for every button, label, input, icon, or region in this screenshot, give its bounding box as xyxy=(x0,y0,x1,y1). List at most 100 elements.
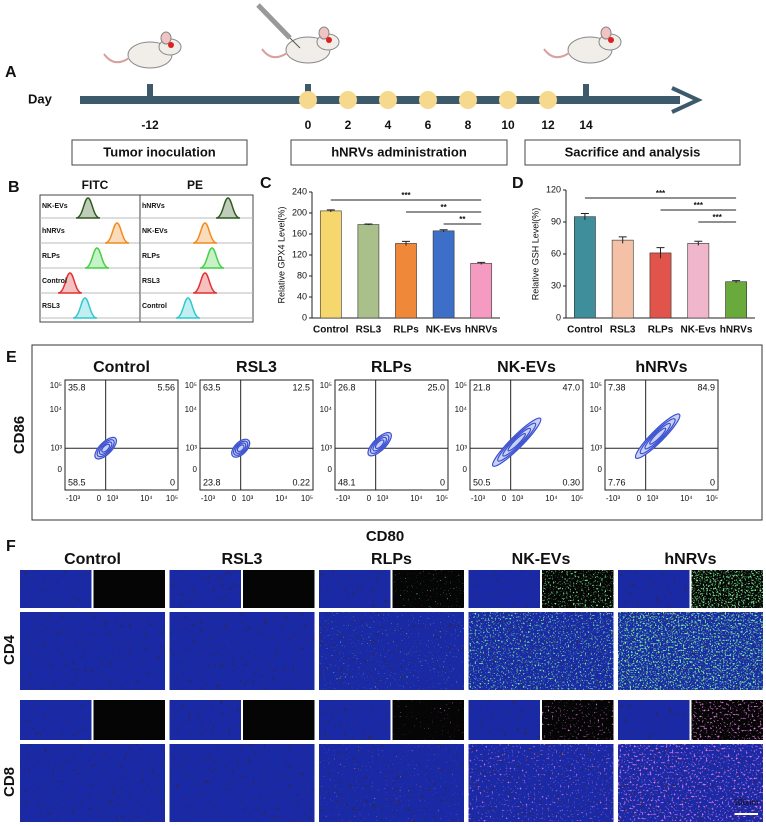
row-label: Control xyxy=(42,278,67,285)
contour xyxy=(649,427,667,445)
micrograph-texture xyxy=(20,612,165,690)
micrograph xyxy=(93,700,165,740)
x-tick-label: 10³ xyxy=(377,494,389,503)
plot-title: hNRVs xyxy=(635,359,687,376)
quadrant-value: 26.8 xyxy=(338,382,356,392)
x-tick-label: -10³ xyxy=(336,494,351,503)
dose-dot xyxy=(419,91,437,109)
micrograph-signal xyxy=(618,744,763,822)
column-title: RLPs xyxy=(371,551,412,568)
y-tick-label: 40 xyxy=(297,291,307,301)
micrograph-signal xyxy=(691,700,763,740)
error-bar xyxy=(694,240,703,246)
error-bar xyxy=(656,247,665,259)
y-tick-label: 240 xyxy=(292,186,307,196)
micrograph xyxy=(93,570,165,608)
micrograph xyxy=(243,570,315,608)
day-label: 14 xyxy=(579,118,593,132)
scale-bar-label: 100μm xyxy=(734,798,759,807)
histogram-peak xyxy=(192,272,218,294)
histogram-peak xyxy=(104,222,130,244)
bar xyxy=(395,243,417,319)
row-label: RLPs xyxy=(42,253,60,260)
micrograph-signal xyxy=(468,744,614,822)
quadrant-value: 35.8 xyxy=(68,382,86,392)
y-tick-label: 10⁴ xyxy=(185,405,198,414)
tumor xyxy=(608,37,614,43)
error-bar xyxy=(580,212,589,220)
mouse-ear xyxy=(318,26,330,40)
bar xyxy=(574,216,596,319)
y-tick-label: 0 xyxy=(58,465,63,474)
y-tick-label: 200 xyxy=(292,207,307,217)
micrograph-signal xyxy=(618,612,763,690)
y-tick-label: 10³ xyxy=(320,443,332,452)
error-bar xyxy=(364,223,373,226)
phase-label: Tumor inoculation xyxy=(103,144,215,159)
error-bar xyxy=(402,240,410,246)
y-tick-label: 10³ xyxy=(50,443,62,452)
significance-label: *** xyxy=(656,189,666,198)
x-tick-label: 0 xyxy=(367,494,372,503)
panel-label: B xyxy=(8,179,20,196)
micrograph-texture xyxy=(468,570,540,608)
bar xyxy=(649,252,672,319)
y-tick-label: 10⁵ xyxy=(50,381,62,390)
quadrant-value: 7.38 xyxy=(608,382,626,392)
row-label: RLPs xyxy=(142,253,160,260)
x-tick-label: Control xyxy=(567,325,603,336)
x-tick-label: -10³ xyxy=(606,494,621,503)
histogram-peak xyxy=(57,272,83,294)
day-label: -12 xyxy=(141,118,159,132)
plot-title: RLPs xyxy=(371,359,412,376)
bar xyxy=(357,224,380,319)
y-axis-label: Relative GSH Level(%) xyxy=(530,208,540,301)
y-tick-label: 30 xyxy=(551,280,561,290)
error-bar xyxy=(618,236,627,244)
x-tick-label: 10⁴ xyxy=(680,494,693,503)
y-tick-label: 10⁴ xyxy=(50,405,63,414)
quadrant-value: 0 xyxy=(440,477,445,487)
bar xyxy=(319,210,342,319)
micrograph-signal xyxy=(691,570,763,608)
tumor xyxy=(168,42,174,48)
x-tick-label: 10⁵ xyxy=(166,494,178,503)
x-tick-label: 10³ xyxy=(107,494,119,503)
contour xyxy=(502,427,532,457)
contour xyxy=(374,439,385,450)
panel-label: A xyxy=(5,64,17,81)
x-tick-label: RLPs xyxy=(648,325,674,336)
panel-frame xyxy=(31,344,763,521)
quadrant-value: 63.5 xyxy=(203,382,221,392)
row-label: NK-EVs xyxy=(142,228,168,235)
micrograph-texture xyxy=(169,700,241,740)
dose-dot xyxy=(339,91,357,109)
error-bar xyxy=(732,280,741,283)
y-tick-label: 10⁴ xyxy=(320,405,333,414)
x-tick-label: hNRVs xyxy=(465,325,498,336)
y-tick-label: 10⁵ xyxy=(185,381,197,390)
row-label: RSL3 xyxy=(42,303,60,310)
micrograph-texture xyxy=(618,570,690,608)
y-tick-label: 10⁴ xyxy=(455,405,468,414)
day-label: 12 xyxy=(541,118,555,132)
quadrant-value: 0.22 xyxy=(292,477,310,487)
phase-label: hNRVs administration xyxy=(331,144,467,159)
micrograph-signal xyxy=(392,570,464,608)
tumor xyxy=(326,37,332,43)
x-tick-label: 10³ xyxy=(512,494,524,503)
column-title: hNRVs xyxy=(664,551,716,568)
x-tick-label: 10⁴ xyxy=(275,494,288,503)
day-label: 10 xyxy=(501,118,515,132)
day-label: 2 xyxy=(345,118,352,132)
y-tick-label: 10³ xyxy=(185,443,197,452)
quadrant-value: 21.8 xyxy=(473,382,491,392)
y-tick-label: 10⁵ xyxy=(455,381,467,390)
contour xyxy=(634,413,681,459)
column-title: PE xyxy=(187,178,203,192)
row-label: NK-EVs xyxy=(42,203,68,210)
row-label: CD4 xyxy=(1,634,18,665)
day-label: 4 xyxy=(385,118,392,132)
micrograph-texture xyxy=(319,570,391,608)
timeline-tick xyxy=(583,84,589,98)
